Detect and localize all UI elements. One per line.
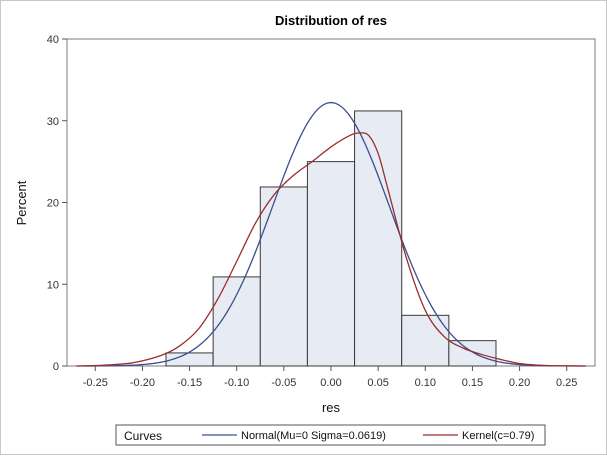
x-tick-label-0: -0.25 [83, 377, 108, 389]
legend-box [115, 424, 546, 446]
chart-title: Distribution of res [275, 13, 387, 28]
x-tick-label-6: 0.05 [367, 377, 388, 389]
x-tick-label-1: -0.20 [130, 377, 155, 389]
legend-entry-kernel: Kernel(c=0.79) [462, 430, 534, 442]
curve-kernel [76, 132, 586, 367]
y-tick-label-1: 10 [47, 279, 59, 291]
x-tick-label-7: 0.10 [415, 377, 436, 389]
x-tick-label-9: 0.20 [509, 377, 530, 389]
histogram-bar-4 [354, 110, 403, 367]
x-tick-label-5: 0.00 [320, 377, 341, 389]
y-tick-label-4: 40 [47, 34, 59, 46]
y-tick-label-0: 0 [53, 361, 59, 373]
x-tick-label-8: 0.15 [462, 377, 483, 389]
x-tick-label-3: -0.10 [224, 377, 249, 389]
legend-title: Curves [124, 429, 162, 443]
y-tick-label-2: 20 [47, 198, 59, 210]
legend: Curves Normal(Mu=0 Sigma=0.0619) Kernel(… [115, 424, 546, 446]
x-tick-label-10: 0.25 [556, 377, 577, 389]
legend-entry-normal: Normal(Mu=0 Sigma=0.0619) [241, 430, 386, 442]
plot-area: 0 10 20 30 40 -0.25 -0.20 -0.15 -0.10 -0.05 0.00 0.… [47, 34, 596, 389]
x-tick-label-2: -0.15 [177, 377, 202, 389]
x-tick-label-4: -0.05 [271, 377, 296, 389]
histogram-bar-5 [401, 314, 450, 367]
y-tick-label-3: 30 [47, 116, 59, 128]
histogram-bar-3 [306, 161, 356, 367]
curve-normal [76, 101, 586, 367]
x-axis-label: res [322, 400, 341, 415]
y-axis-label: Percent [14, 180, 29, 225]
histogram-bar-2 [259, 186, 308, 367]
